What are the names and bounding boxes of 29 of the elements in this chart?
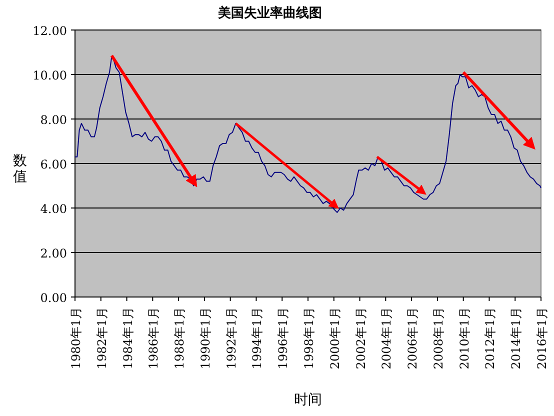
x-axis-title: 时间 — [294, 392, 322, 408]
x-tick-label: 1988年1月 — [172, 307, 187, 370]
chart-title: 美国失业率曲线图 — [217, 5, 322, 21]
y-tick-label: 8.00 — [40, 113, 67, 127]
y-tick-label: 2.00 — [40, 246, 67, 260]
y-tick-label: 4.00 — [40, 202, 67, 216]
x-tick-label: 2008年1月 — [431, 307, 446, 370]
y-tick-label: 6.00 — [40, 158, 67, 172]
x-tick-label: 1998年1月 — [302, 307, 316, 370]
x-tick-label: 2004年1月 — [380, 307, 394, 370]
x-tick-label: 2010年1月 — [457, 307, 472, 370]
x-tick-label: 2016年1月 — [535, 307, 549, 370]
x-tick-label: 1994年1月 — [250, 307, 264, 370]
x-tick-label: 1992年1月 — [224, 307, 238, 370]
y-tick-label: 12.00 — [32, 24, 67, 38]
x-tick-label: 2012年1月 — [483, 307, 498, 370]
x-tick-label: 1990年1月 — [198, 307, 212, 370]
x-tick-label: 1980年1月 — [69, 307, 83, 370]
x-tick-label: 2006年1月 — [406, 307, 420, 370]
x-tick-label: 2014年1月 — [509, 307, 524, 370]
x-tick-label: 2000年1月 — [328, 307, 342, 370]
x-tick-label: 1986年1月 — [146, 307, 161, 370]
y-tick-label: 0.00 — [40, 291, 67, 305]
x-tick-label: 1982年1月 — [94, 307, 109, 370]
y-tick-label: 10.00 — [32, 68, 67, 82]
x-tick-label: 2002年1月 — [354, 307, 368, 370]
y-axis-title: 数值 — [13, 153, 27, 185]
x-tick-label: 1984年1月 — [120, 307, 135, 370]
x-tick-label: 1996年1月 — [276, 307, 290, 370]
